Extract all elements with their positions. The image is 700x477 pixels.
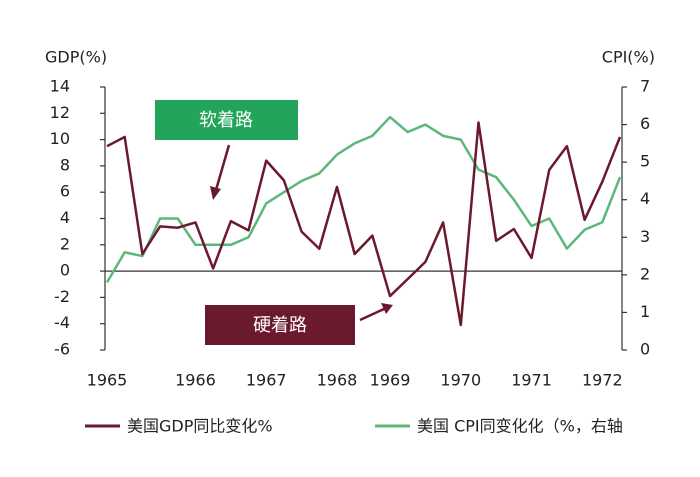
y2-tick-label: 6 [640, 114, 650, 133]
y-tick-label: -2 [54, 287, 70, 306]
y-tick-label: 4 [60, 208, 70, 227]
y-tick-label: 6 [60, 182, 70, 201]
annotation: 硬着路 [253, 315, 307, 336]
y-axis-title: GDP(%) [45, 48, 107, 67]
x-tick-label: 1966 [175, 371, 216, 390]
y-tick-label: -6 [54, 340, 70, 359]
annotation-box [205, 305, 355, 345]
annotation-box [155, 100, 298, 140]
x-tick-label: 1971 [511, 371, 552, 390]
y2-tick-label: 3 [640, 227, 650, 246]
series-line [105, 115, 622, 284]
y2-tick-label: 5 [640, 152, 650, 171]
series-line [106, 121, 622, 327]
y2-tick-label: 4 [640, 189, 650, 208]
arrow [359, 307, 385, 322]
y-tick-label: 10 [50, 129, 70, 148]
y2-tick-label: 1 [640, 302, 650, 321]
x-tick-label: 1972 [582, 371, 623, 390]
y-tick-label: -4 [54, 313, 70, 332]
y2-axis-title: CPI(%) [602, 48, 655, 67]
y2-tick-label: 7 [640, 77, 650, 96]
y-tick-label: 2 [60, 234, 70, 253]
legend-label: 美国GDP同比变化% [127, 417, 273, 436]
y2-tick-label: 2 [640, 264, 650, 283]
x-tick-label: 1969 [370, 371, 411, 390]
y-tick-label: 14 [50, 77, 70, 96]
legend-label: 美国 CPI同变化化（%，右轴 [417, 417, 623, 436]
arrow-head [381, 303, 393, 314]
x-tick-label: 1967 [246, 371, 287, 390]
y-tick-label: 12 [50, 103, 70, 122]
arrow [214, 144, 231, 191]
x-tick-label: 1970 [440, 371, 481, 390]
y-tick-label: 8 [60, 155, 70, 174]
y2-tick-label: 0 [640, 340, 650, 359]
x-tick-label: 1968 [317, 371, 358, 390]
y-tick-label: 0 [60, 261, 70, 280]
arrow-head [210, 186, 221, 200]
annotation: 软着路 [199, 110, 253, 131]
x-tick-label: 1965 [87, 371, 128, 390]
